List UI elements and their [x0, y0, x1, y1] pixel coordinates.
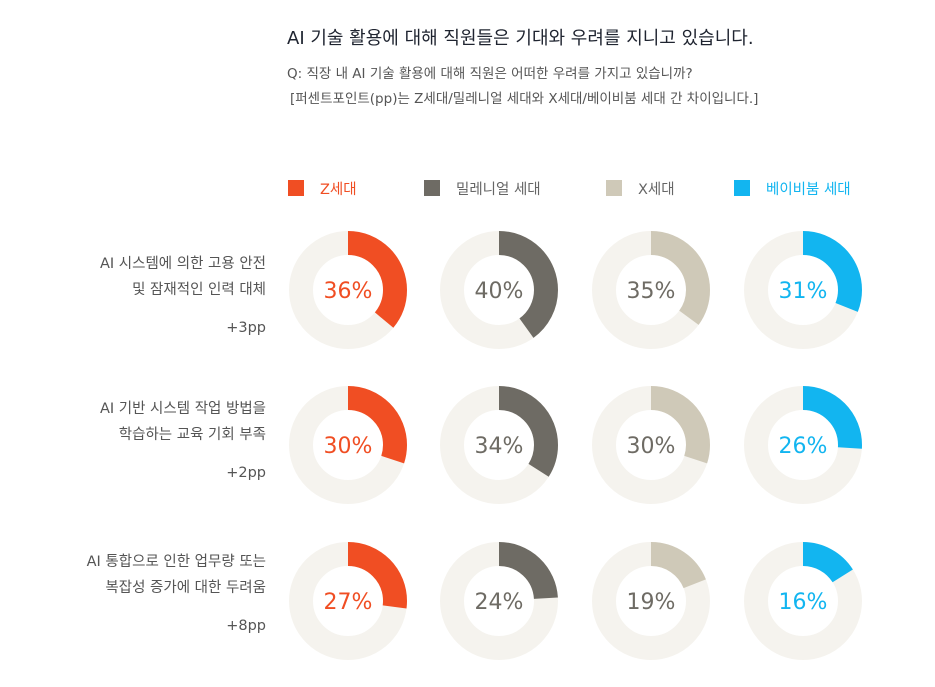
donut-millennial: 40% — [440, 231, 558, 349]
donut-value-arc — [440, 386, 558, 504]
donut-value-arc — [440, 542, 558, 660]
row-pp-diff: +3pp — [226, 320, 266, 336]
legend-item-gen-z: Z세대 — [288, 176, 357, 200]
donut-value-arc — [440, 231, 558, 349]
row-label-line: AI 통합으로 인한 업무량 또는 — [86, 554, 266, 570]
donut-value-label: 31% — [779, 279, 828, 304]
survey-question: Q: 직장 내 AI 기술 활용에 대해 직원은 어떠한 우려를 가지고 있습니… — [287, 66, 693, 82]
donut-value-arc — [289, 386, 407, 504]
row-label-line: AI 시스템에 의한 고용 안전 — [99, 256, 266, 272]
donut-gen-x: 35% — [592, 231, 710, 349]
donut-value-label: 26% — [779, 434, 828, 459]
legend-swatch — [424, 180, 440, 196]
legend-item-baby-boomer: 베이비붐 세대 — [734, 176, 851, 200]
donut-value-label: 30% — [627, 434, 676, 459]
legend-swatch — [288, 180, 304, 196]
donut-value-arc — [744, 542, 862, 660]
row-pp-diff: +2pp — [226, 465, 266, 481]
pp-note: [퍼센트포인트(pp)는 Z세대/밀레니얼 세대와 X세대/베이비붐 세대 간 … — [290, 91, 759, 107]
donut-value-label: 34% — [475, 434, 524, 459]
donut-gen-x: 19% — [592, 542, 710, 660]
page-title: AI 기술 활용에 대해 직원들은 기대와 우려를 지니고 있습니다. — [287, 28, 754, 49]
legend-item-millennial: 밀레니얼 세대 — [424, 176, 541, 200]
donut-value-arc — [744, 386, 862, 504]
donut-value-arc — [592, 542, 710, 660]
donut-gen-z: 27% — [289, 542, 407, 660]
row-label-line: 복잡성 증가에 대한 두려움 — [105, 580, 266, 596]
donut-value-label: 27% — [324, 590, 373, 615]
donut-value-arc — [289, 231, 407, 349]
donut-value-label: 30% — [324, 434, 373, 459]
row-label-line: 학습하는 교육 기회 부족 — [118, 427, 266, 443]
donut-gen-z: 36% — [289, 231, 407, 349]
donut-millennial: 24% — [440, 542, 558, 660]
donut-value-label: 36% — [324, 279, 373, 304]
row-label-training: AI 기반 시스템 작업 방법을 학습하는 교육 기회 부족 +2pp — [100, 396, 266, 486]
donut-gen-z: 30% — [289, 386, 407, 504]
donut-gen-x: 30% — [592, 386, 710, 504]
row-label-line: AI 기반 시스템 작업 방법을 — [99, 401, 266, 417]
donut-value-label: 16% — [779, 590, 828, 615]
donut-value-label: 24% — [475, 590, 524, 615]
donut-value-arc — [592, 231, 710, 349]
row-label-line: 및 잠재적인 인력 대체 — [132, 282, 266, 298]
legend-label: 베이비붐 세대 — [766, 181, 851, 198]
donut-value-arc — [289, 542, 407, 660]
legend-swatch — [606, 180, 622, 196]
donut-value-arc — [592, 386, 710, 504]
legend-label: Z세대 — [320, 181, 357, 198]
donut-millennial: 34% — [440, 386, 558, 504]
donut-value-label: 35% — [627, 279, 676, 304]
legend-label: 밀레니얼 세대 — [456, 181, 541, 198]
legend-item-gen-x: X세대 — [606, 176, 675, 200]
row-label-job-security: AI 시스템에 의한 고용 안전 및 잠재적인 인력 대체 +3pp — [100, 251, 266, 341]
donut-baby-boomer: 16% — [744, 542, 862, 660]
row-pp-diff: +8pp — [226, 618, 266, 634]
donut-value-label: 40% — [475, 279, 524, 304]
donut-baby-boomer: 31% — [744, 231, 862, 349]
row-label-workload: AI 통합으로 인한 업무량 또는 복잡성 증가에 대한 두려움 +8pp — [87, 549, 266, 639]
donut-value-arc — [744, 231, 862, 349]
donut-value-label: 19% — [627, 590, 676, 615]
legend-swatch — [734, 180, 750, 196]
legend-label: X세대 — [638, 181, 675, 198]
donut-baby-boomer: 26% — [744, 386, 862, 504]
